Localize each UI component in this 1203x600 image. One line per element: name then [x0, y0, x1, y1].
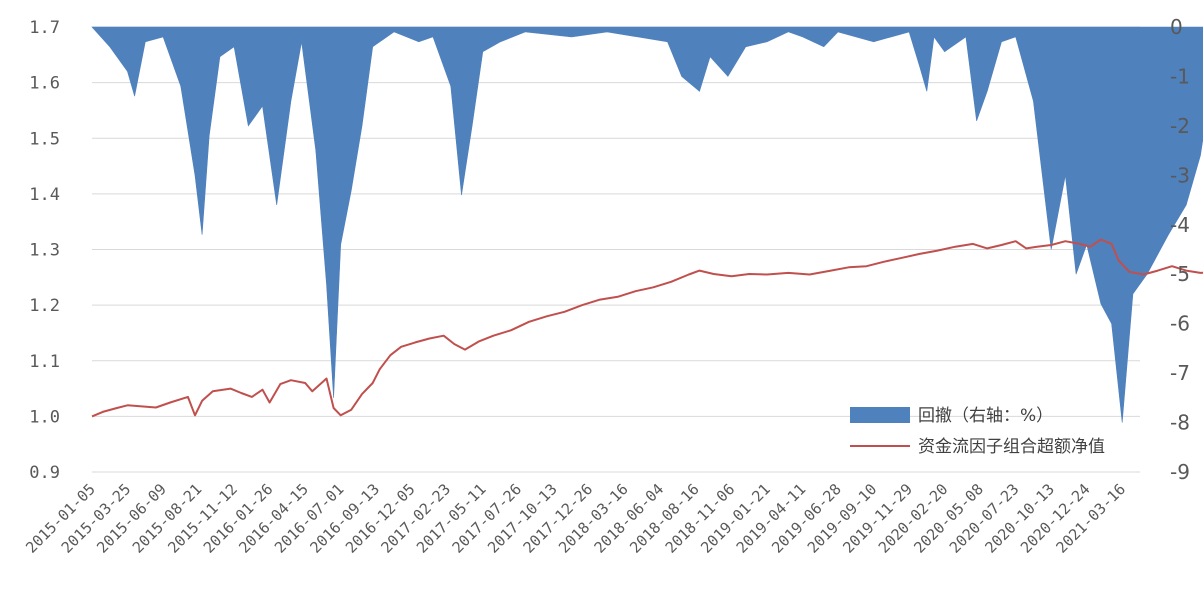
- right-tick-label: -8: [1170, 411, 1190, 435]
- right-axis-ticks: 0 -1 -2 -3 -4 -5 -6 -7 -8 -9: [1170, 15, 1190, 484]
- legend: 回撤（右轴：%） 资金流因子组合超额净值: [850, 406, 1105, 457]
- right-tick-label: -9: [1170, 460, 1190, 484]
- nav-line-series: [91, 238, 1203, 418]
- right-tick-label: -4: [1170, 213, 1190, 237]
- right-tick-label: -6: [1170, 312, 1190, 336]
- left-tick-label: 1.2: [29, 296, 60, 316]
- right-tick-label: -7: [1170, 361, 1190, 385]
- left-tick-label: 1.7: [29, 18, 60, 38]
- right-tick-label: -2: [1170, 114, 1190, 138]
- nav-line: [91, 238, 1203, 418]
- left-axis-ticks: 1.7 1.6 1.5 1.4 1.3 1.2 1.1 1.0 0.9: [29, 18, 60, 483]
- right-tick-label: -3: [1170, 163, 1190, 187]
- left-tick-label: 0.9: [29, 463, 60, 483]
- legend-label-drawdown: 回撤（右轴：%）: [918, 406, 1053, 426]
- right-tick-label: 0: [1170, 15, 1183, 39]
- legend-swatch-drawdown: [850, 407, 910, 423]
- right-tick-label: -1: [1170, 64, 1190, 88]
- right-tick-label: -5: [1170, 262, 1190, 286]
- left-tick-label: 1.5: [29, 129, 60, 149]
- legend-label-nav: 资金流因子组合超额净值: [918, 437, 1105, 457]
- drawdown-area: [91, 26, 1203, 423]
- left-tick-label: 1.1: [29, 352, 60, 372]
- x-axis-ticks: 2015-01-052015-03-252015-06-092015-08-21…: [22, 480, 1129, 557]
- left-tick-label: 1.3: [29, 241, 60, 261]
- left-tick-label: 1.4: [29, 185, 60, 205]
- drawdown-area-series: [91, 26, 1203, 423]
- left-tick-label: 1.6: [29, 74, 60, 94]
- left-tick-label: 1.0: [29, 407, 60, 427]
